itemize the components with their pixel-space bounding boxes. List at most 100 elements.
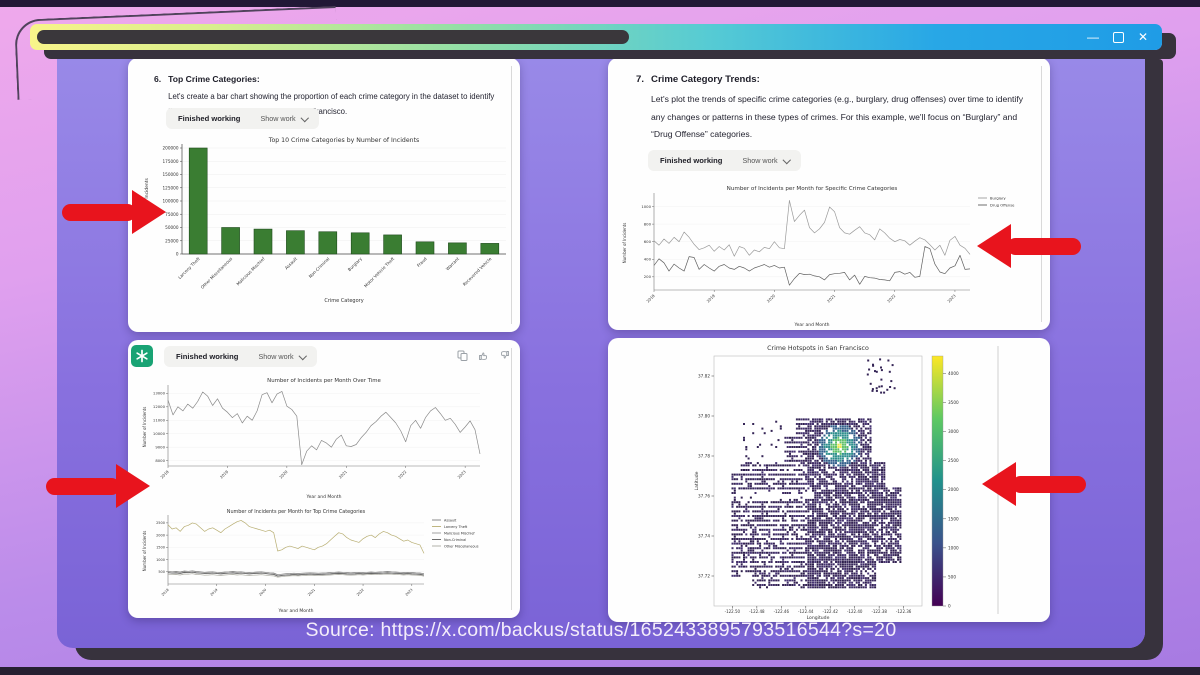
svg-text:4000: 4000 bbox=[948, 371, 959, 376]
svg-text:500: 500 bbox=[158, 570, 165, 574]
svg-text:8000: 8000 bbox=[155, 458, 165, 463]
top-edge-bar bbox=[0, 0, 1200, 7]
show-work-button[interactable]: Show work bbox=[258, 351, 307, 361]
svg-text:2019: 2019 bbox=[706, 293, 717, 304]
svg-text:2500: 2500 bbox=[948, 458, 959, 463]
svg-text:0: 0 bbox=[948, 604, 951, 609]
bar-chart-top10: Top 10 Crime Categories by Number of Inc… bbox=[144, 137, 506, 304]
svg-text:-122.46: -122.46 bbox=[774, 609, 790, 614]
svg-text:Assault: Assault bbox=[444, 518, 457, 522]
window-controls: — ✕ bbox=[1087, 24, 1148, 50]
svg-text:37.72: 37.72 bbox=[698, 574, 710, 579]
card-crime-hotspots: Crime Hotspots in San Francisco 37.82 37.8… bbox=[608, 338, 1050, 622]
thumbs-up-icon[interactable] bbox=[478, 350, 489, 361]
svg-text:1500: 1500 bbox=[948, 516, 959, 521]
svg-text:1500: 1500 bbox=[156, 546, 165, 550]
svg-text:175000: 175000 bbox=[163, 159, 179, 164]
close-button[interactable]: ✕ bbox=[1137, 30, 1148, 44]
svg-text:2021: 2021 bbox=[338, 469, 349, 480]
svg-text:Number of Incidents: Number of Incidents bbox=[142, 531, 147, 572]
svg-text:2000: 2000 bbox=[948, 487, 959, 492]
svg-text:2019: 2019 bbox=[210, 588, 219, 597]
svg-text:-122.36: -122.36 bbox=[896, 609, 912, 614]
svg-text:-122.38: -122.38 bbox=[871, 609, 887, 614]
svg-text:Larceny Theft: Larceny Theft bbox=[177, 256, 201, 280]
svg-text:25000: 25000 bbox=[165, 238, 179, 243]
svg-text:11000: 11000 bbox=[153, 418, 166, 423]
svg-text:100000: 100000 bbox=[163, 199, 179, 204]
svg-text:2023: 2023 bbox=[405, 588, 414, 597]
svg-text:Other Miscellaneous: Other Miscellaneous bbox=[200, 256, 234, 290]
show-work-button[interactable]: Show work bbox=[742, 155, 791, 165]
finished-working-box: Finished working Show work bbox=[166, 108, 320, 129]
svg-text:-122.48: -122.48 bbox=[749, 609, 765, 614]
svg-text:10000: 10000 bbox=[153, 431, 166, 436]
svg-text:0: 0 bbox=[176, 252, 179, 257]
finished-working-box: Finished working Show work bbox=[648, 150, 802, 171]
svg-text:-122.42: -122.42 bbox=[823, 609, 839, 614]
svg-text:2021: 2021 bbox=[307, 588, 316, 597]
window-titlebar: — ✕ bbox=[30, 24, 1162, 50]
svg-text:400: 400 bbox=[644, 257, 652, 262]
finished-working-label: Finished working bbox=[178, 114, 241, 123]
card-top-crime-categories: 6. Top Crime Categories: Let's create a … bbox=[128, 58, 520, 332]
chevron-down-icon bbox=[782, 155, 791, 164]
svg-text:Number of Incidents per Month: Number of Incidents per Month for Top Cr… bbox=[227, 509, 366, 515]
show-work-button[interactable]: Show work bbox=[260, 113, 309, 123]
question-block: 7. Crime Category Trends: Let's plot the… bbox=[636, 74, 1036, 144]
bottom-edge-bar bbox=[0, 667, 1200, 675]
scroll-divider-line bbox=[511, 66, 512, 324]
finished-working-label: Finished working bbox=[660, 156, 723, 165]
message-action-icons bbox=[457, 350, 510, 361]
svg-text:Crime Hotspots in San Francisc: Crime Hotspots in San Francisco bbox=[767, 345, 869, 352]
svg-text:9000: 9000 bbox=[155, 444, 165, 449]
heatmap-crime-hotspots: Crime Hotspots in San Francisco 37.82 37.8… bbox=[694, 345, 999, 620]
svg-text:50000: 50000 bbox=[165, 225, 179, 230]
svg-text:75000: 75000 bbox=[165, 212, 179, 217]
app-window: 6. Top Crime Categories: Let's create a … bbox=[57, 47, 1145, 648]
svg-text:37.78: 37.78 bbox=[698, 454, 710, 459]
svg-text:2018: 2018 bbox=[161, 588, 170, 597]
svg-text:600: 600 bbox=[644, 239, 652, 244]
svg-text:37.82: 37.82 bbox=[698, 374, 710, 379]
scroll-divider-line bbox=[1041, 66, 1042, 322]
svg-text:3000: 3000 bbox=[948, 429, 959, 434]
svg-text:2023: 2023 bbox=[946, 293, 957, 304]
svg-text:Non-Criminal: Non-Criminal bbox=[308, 256, 331, 279]
svg-text:2023: 2023 bbox=[456, 469, 467, 480]
svg-text:2019: 2019 bbox=[219, 469, 230, 480]
list-number: 6. bbox=[154, 74, 162, 84]
svg-text:125000: 125000 bbox=[163, 185, 179, 190]
line-chart-specific-categories: Number of Incidents per Month for Specif… bbox=[622, 186, 1015, 328]
list-number: 7. bbox=[636, 74, 645, 85]
thumbs-down-icon[interactable] bbox=[499, 350, 510, 361]
svg-text:2021: 2021 bbox=[826, 293, 837, 304]
svg-text:2020: 2020 bbox=[766, 293, 777, 304]
copy-icon[interactable] bbox=[457, 350, 468, 361]
minimize-button[interactable]: — bbox=[1086, 30, 1099, 44]
svg-text:Number of Incidents per Month: Number of Incidents per Month Over Time bbox=[267, 378, 381, 384]
svg-text:Assault: Assault bbox=[284, 256, 299, 271]
svg-text:Number of Incidents: Number of Incidents bbox=[142, 407, 147, 448]
svg-text:Crime Category: Crime Category bbox=[324, 298, 363, 304]
section-heading: Top Crime Categories: bbox=[168, 74, 260, 84]
svg-text:13000: 13000 bbox=[153, 391, 166, 396]
svg-text:Other Miscellaneous: Other Miscellaneous bbox=[444, 544, 479, 548]
svg-text:500: 500 bbox=[948, 574, 956, 579]
svg-text:2022: 2022 bbox=[397, 469, 408, 480]
svg-text:2022: 2022 bbox=[356, 588, 365, 597]
svg-text:2500: 2500 bbox=[156, 521, 165, 525]
svg-text:2022: 2022 bbox=[886, 293, 897, 304]
svg-text:200: 200 bbox=[644, 274, 652, 279]
svg-text:3500: 3500 bbox=[948, 400, 959, 405]
maximize-button[interactable] bbox=[1112, 31, 1124, 43]
svg-text:2018: 2018 bbox=[159, 469, 170, 480]
svg-text:12000: 12000 bbox=[153, 404, 166, 409]
svg-text:Larceny Theft: Larceny Theft bbox=[444, 525, 468, 529]
section-heading: Crime Category Trends: bbox=[651, 74, 760, 85]
svg-text:Number of Incidents per Month: Number of Incidents per Month for Specif… bbox=[727, 186, 898, 192]
chevron-down-icon bbox=[300, 113, 309, 122]
svg-text:Motor Vehicle Theft: Motor Vehicle Theft bbox=[363, 256, 395, 288]
line-chart-incidents-over-time: Number of Incidents per Month Over Time 8… bbox=[142, 378, 481, 500]
chatgpt-logo-icon bbox=[136, 349, 148, 363]
